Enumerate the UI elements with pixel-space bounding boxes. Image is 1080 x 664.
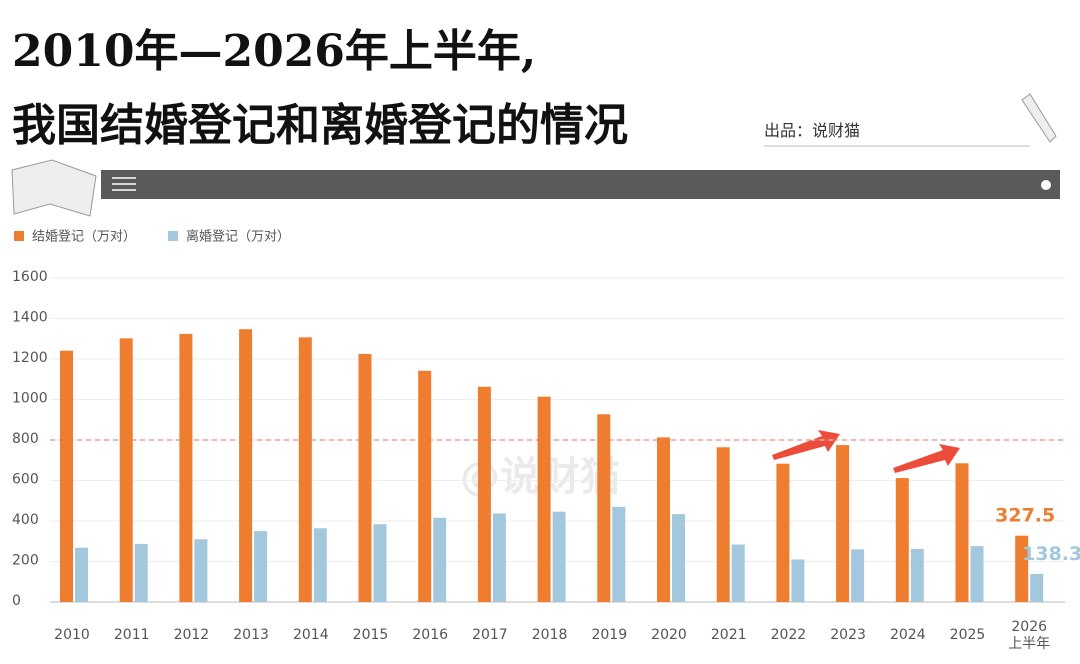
bar [373, 524, 387, 602]
bar [672, 514, 685, 602]
book-icon [11, 159, 97, 217]
bar [418, 370, 432, 602]
x-tick-label: 2010 [54, 627, 90, 643]
header-bar [101, 170, 1060, 199]
bar [851, 549, 865, 602]
bar-dot [1041, 180, 1051, 190]
x-tick-label: 2017 [472, 627, 508, 643]
bar [239, 329, 253, 602]
bar [75, 547, 88, 602]
bar [60, 350, 73, 602]
bar [612, 506, 626, 602]
y-tick-label: 800 [12, 431, 39, 447]
y-tick-label: 1400 [12, 310, 48, 326]
bar [657, 437, 670, 602]
bar [970, 546, 984, 602]
bar [910, 548, 924, 602]
bar [1030, 573, 1044, 602]
bar [552, 511, 566, 602]
x-tick-label: 2011 [114, 627, 150, 643]
bar [194, 539, 208, 602]
source: 出品：说财猫 [764, 121, 860, 140]
data-label: 327.5 [995, 505, 1055, 527]
bar [1015, 535, 1029, 602]
arrow [772, 430, 960, 473]
x-tick-line: 2026 [1011, 619, 1047, 635]
bar [298, 337, 312, 602]
x-tick-label: 2016 [412, 627, 448, 643]
y-tick-label: 0 [12, 593, 21, 609]
x-tick-label: 2013 [233, 627, 269, 643]
bar [836, 445, 850, 602]
bar [134, 543, 148, 602]
legend-label: 离婚登记（万对） [186, 229, 290, 245]
x-tick-label: 2024 [890, 627, 926, 643]
bar [313, 528, 327, 602]
x-tick-label: 2015 [353, 627, 389, 643]
x-tick-label: 2022 [771, 627, 807, 643]
y-tick-label: 200 [12, 553, 39, 569]
legend-swatch [14, 231, 24, 241]
bar [433, 517, 447, 602]
bar [597, 414, 611, 602]
y-tick-label: 1000 [12, 391, 48, 407]
legend-label: 结婚登记（万对） [32, 230, 136, 245]
bar [254, 531, 268, 602]
x-tick-label: 2023 [830, 627, 866, 643]
bar [895, 478, 909, 602]
title-line: 我国结婚登记和离婚登记的情况 [12, 100, 628, 151]
bar [477, 386, 491, 602]
bar [791, 559, 805, 602]
y-tick-label: 1600 [12, 269, 48, 285]
y-tick-label: 600 [12, 472, 39, 488]
data-label: 138.3 [1022, 543, 1080, 565]
x-tick-label: 2014 [293, 627, 329, 643]
x-tick-label: 2018 [532, 627, 568, 643]
x-tick-label: 2025 [950, 627, 986, 643]
bar [955, 463, 969, 602]
pencil-icon [1021, 93, 1057, 143]
bar [119, 338, 133, 602]
x-tick-label: 2012 [174, 627, 210, 643]
legend-swatch [168, 231, 178, 241]
x-tick-label: 2026 上半年 [1008, 619, 1050, 652]
y-tick-label: 1200 [12, 350, 48, 366]
x-tick-label: 2019 [591, 627, 627, 643]
title-line: 2010年—2026年上半年, [12, 26, 536, 77]
bar [776, 463, 790, 602]
x-tick-label: 2021 [711, 627, 747, 643]
x-tick-label: 2020 [651, 627, 687, 643]
bar [731, 544, 745, 602]
y-tick-label: 400 [12, 512, 39, 528]
menu-icon [112, 177, 136, 191]
bar [716, 447, 730, 602]
x-tick-line: 上半年 [1008, 636, 1050, 652]
bar [179, 333, 193, 602]
bar [537, 396, 551, 602]
bar [358, 353, 372, 602]
bar [492, 513, 506, 602]
